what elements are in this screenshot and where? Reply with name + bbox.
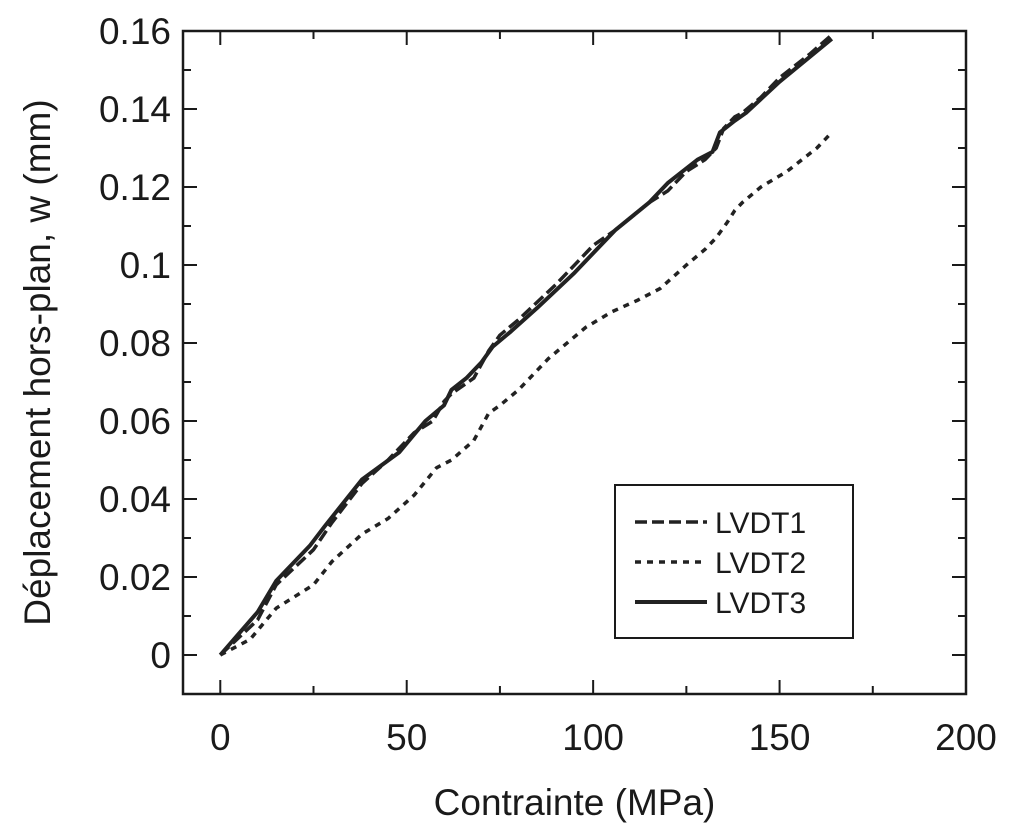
y-tick-label: 0.04 [99,479,171,520]
series-line-lvdt3 [218,37,834,657]
y-axis-title: Déplacement hors-plan, w (mm) [17,99,58,625]
y-tick-label: 0 [150,635,171,676]
y-tick-label: 0.08 [99,323,171,364]
y-tick-label: 0.02 [99,557,171,598]
y-tick-label: 0.16 [99,11,171,52]
ticks-layer: 0 50 100 150 200 0 0.02 0.04 0.06 0.08 0.1 0.12 0.14… [99,11,997,758]
legend-label: LVDT1 [715,507,806,540]
x-tick-label: 200 [935,717,997,758]
x-tick-label: 50 [386,717,427,758]
x-tick-label: 150 [749,717,811,758]
y-tick-label: 0.1 [120,245,171,286]
y-tick-label: 0.06 [99,401,171,442]
plot-frame [181,29,968,696]
x-tick-label: 0 [210,717,231,758]
x-tick-label: 100 [562,717,624,758]
legend-label: LVDT2 [715,547,806,580]
y-tick-label: 0.12 [99,167,171,208]
series-layer [218,33,834,657]
x-axis-title: Contrainte (MPa) [434,782,716,823]
legend-box [614,484,854,639]
series-line-lvdt1 [219,33,833,657]
series-line-lvdt2 [219,131,834,657]
y-tick-label: 0.14 [99,89,171,130]
legend-label: LVDT3 [715,587,806,620]
legend: LVDT1 LVDT2 LVDT3 [614,484,854,639]
